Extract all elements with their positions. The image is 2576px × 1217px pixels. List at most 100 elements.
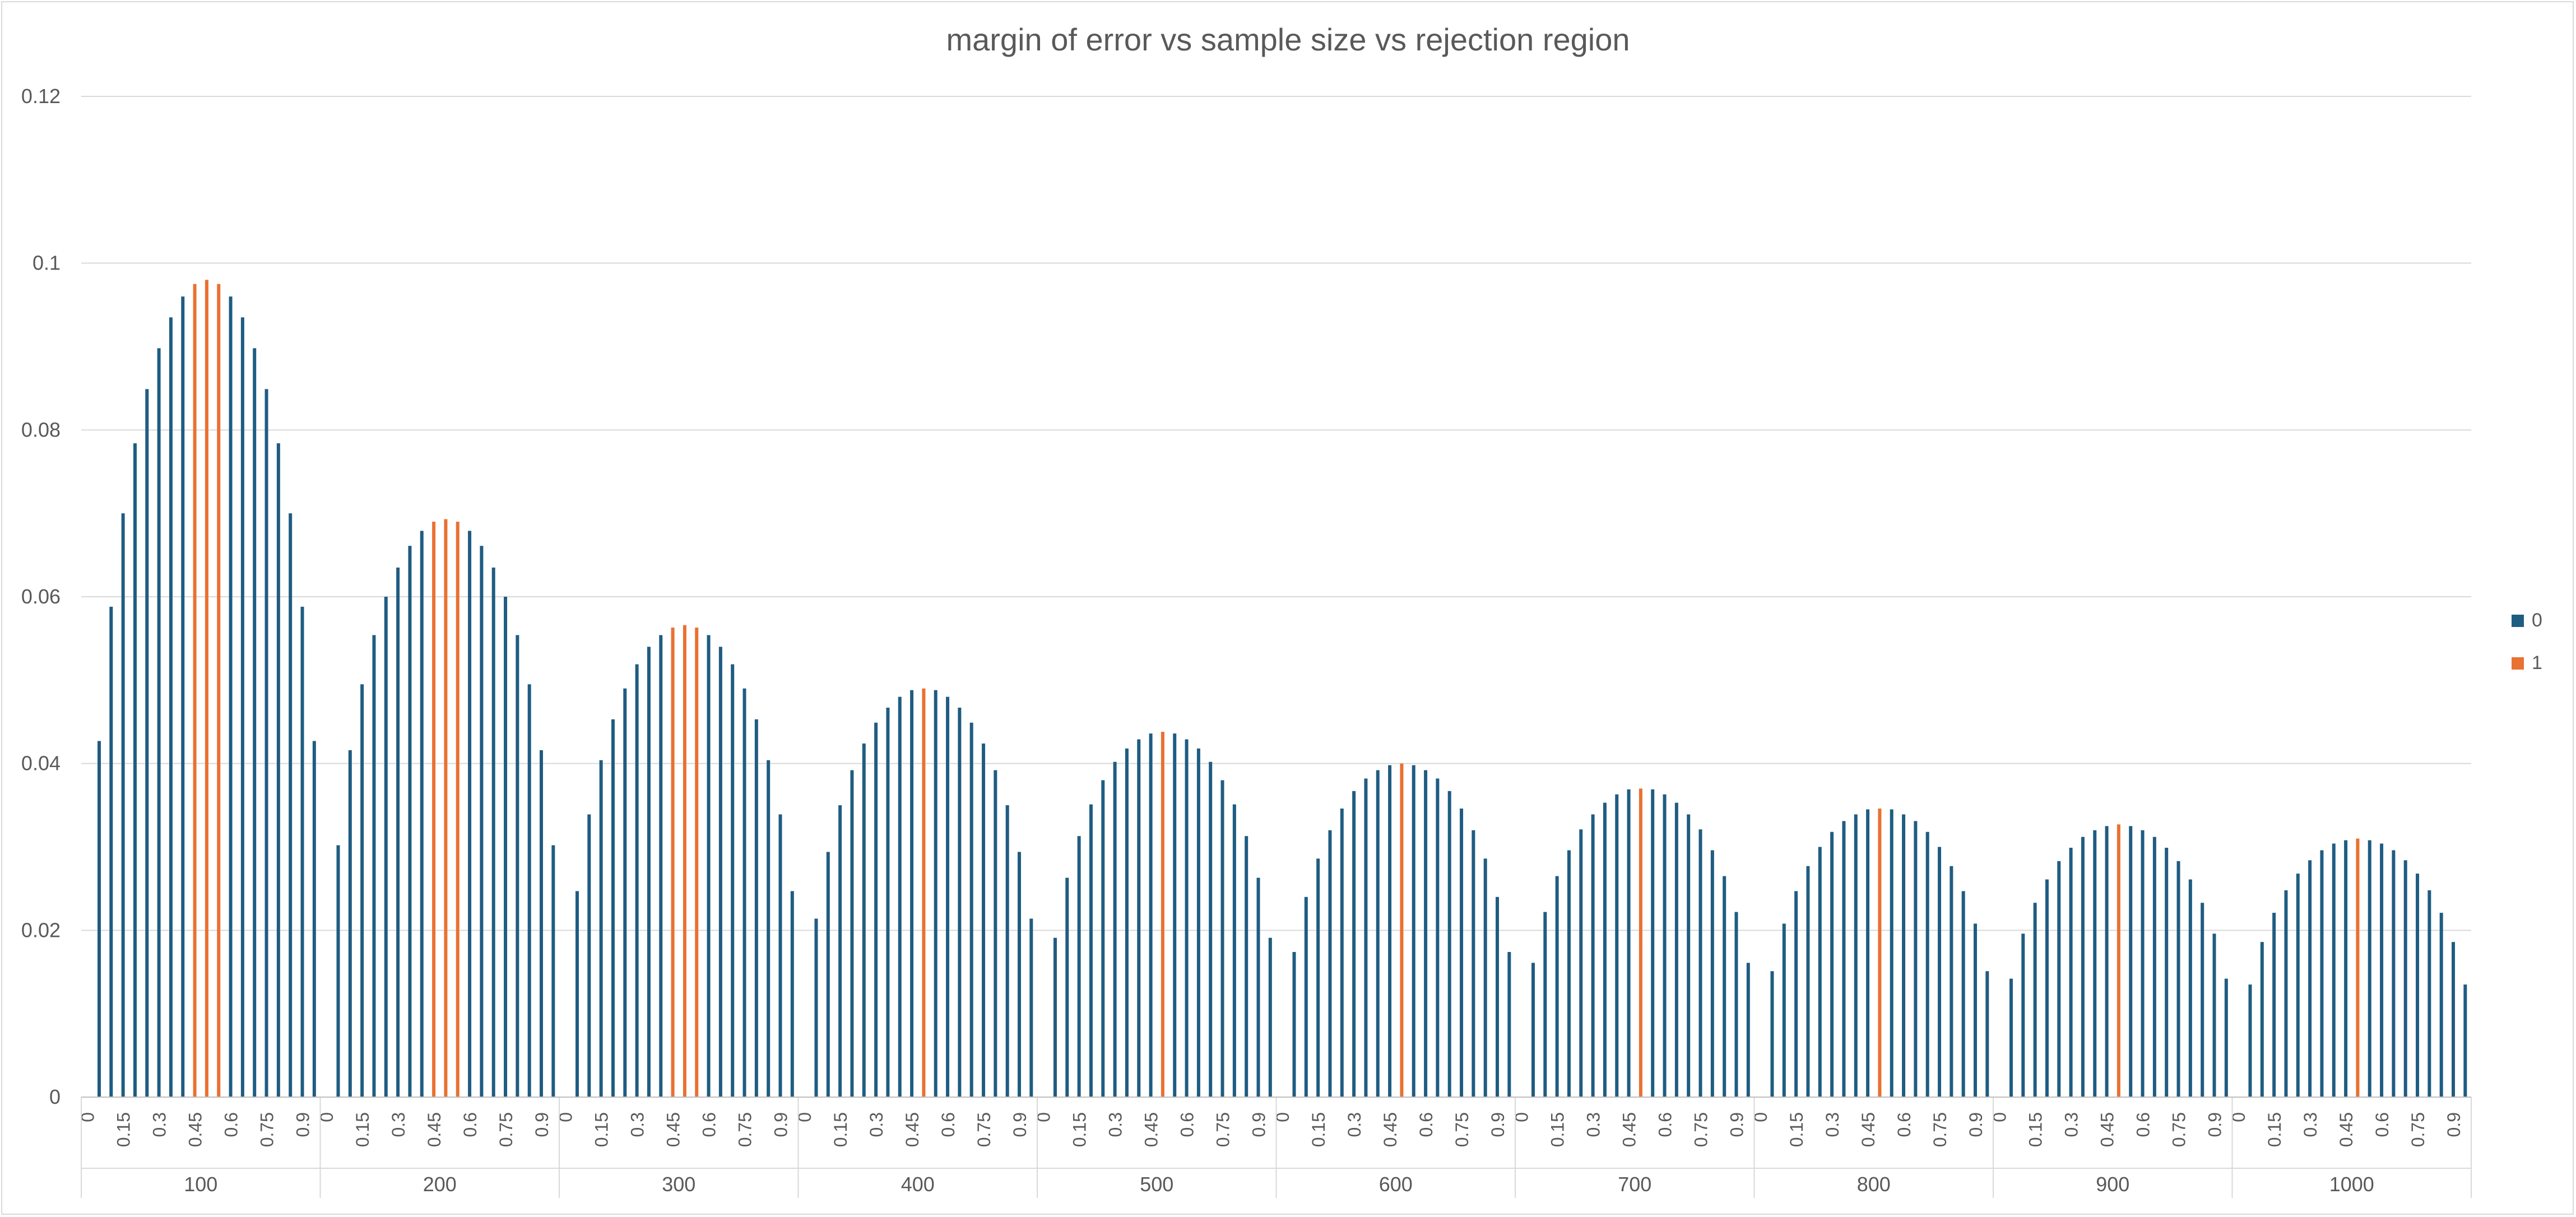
bar-400-0.7	[969, 722, 973, 1097]
x-tick-label-300-0.15: 0.15	[592, 1112, 612, 1147]
bar-600-0.45	[1388, 765, 1392, 1097]
bar-600-0.15	[1316, 858, 1320, 1097]
bar-600-0.9	[1496, 897, 1500, 1097]
bar-200-0.6	[468, 531, 472, 1097]
bar-1000-0.3	[2308, 860, 2312, 1097]
x-tick-label-600-0.3: 0.3	[1344, 1112, 1364, 1137]
x-tick-label-200-0.3: 0.3	[388, 1112, 409, 1137]
bar-400-0.6	[946, 696, 950, 1097]
bar-300-0.1	[587, 814, 591, 1097]
x-tick-label-400-0.6: 0.6	[938, 1112, 958, 1137]
bar-300-0.05	[575, 891, 579, 1097]
y-tick-label-5: 0.1	[33, 252, 61, 275]
bar-600-0.2	[1328, 830, 1332, 1097]
bar-400-0.15	[838, 805, 842, 1097]
x-tick-label-300-0.9: 0.9	[771, 1112, 791, 1137]
bar-600-0.25	[1340, 809, 1344, 1097]
bar-1000-0.7	[2403, 860, 2407, 1097]
x-tick-label-200-0.9: 0.9	[532, 1112, 552, 1137]
x-tick-label-700-0.3: 0.3	[1584, 1112, 1604, 1137]
bar-100-0.7	[253, 348, 257, 1097]
x-tick-label-100-0: 0	[78, 1112, 98, 1122]
bar-700-0.65	[1674, 802, 1678, 1097]
x-tick-label-400-0.3: 0.3	[866, 1112, 886, 1137]
bar-700-0.5	[1639, 788, 1642, 1097]
x-tick-label-800-0: 0	[1751, 1112, 1771, 1122]
y-tick-label-0: 0	[49, 1085, 61, 1108]
bar-700-0.3	[1591, 814, 1595, 1097]
bar-1000-0.65	[2392, 850, 2396, 1097]
x-tick-label-800-0.6: 0.6	[1894, 1112, 1914, 1137]
bar-700-0.25	[1579, 829, 1583, 1097]
x-tick-label-500-0.15: 0.15	[1070, 1112, 1090, 1147]
bar-300-0.8	[754, 719, 758, 1097]
bar-300-0.15	[599, 760, 603, 1097]
bar-100-0.4	[181, 296, 185, 1098]
x-tick-label-900-0.45: 0.45	[2097, 1112, 2118, 1147]
y-tick-label-6: 0.12	[21, 85, 61, 108]
bar-400-0.45	[910, 690, 914, 1097]
bar-1000-0.6	[2380, 843, 2384, 1097]
bar-400-0.9	[1018, 852, 1022, 1097]
x-tick-label-500-0.9: 0.9	[1249, 1112, 1269, 1137]
x-tick-label-1000-0.15: 0.15	[2264, 1112, 2285, 1147]
x-tick-label-700-0: 0	[1512, 1112, 1532, 1122]
bar-900-0.05	[2009, 978, 2013, 1097]
bar-800-0.65	[1914, 821, 1918, 1097]
x-tick-label-400-0.9: 0.9	[1010, 1112, 1030, 1137]
x-tick-label-1000-0: 0	[2229, 1112, 2249, 1122]
legend-swatch-1	[2512, 657, 2524, 670]
bar-300-0.25	[623, 688, 627, 1097]
bar-900-0.95	[2224, 978, 2228, 1097]
bar-800-0.4	[1854, 814, 1858, 1097]
x-tick-label-900-0.9: 0.9	[2205, 1112, 2225, 1137]
bar-300-0.4	[659, 635, 663, 1097]
x-tick-label-400-0: 0	[795, 1112, 815, 1122]
x-tick-label-300-0.75: 0.75	[735, 1112, 755, 1147]
x-tick-label-800-0.3: 0.3	[1822, 1112, 1842, 1137]
x-tick-label-900-0.6: 0.6	[2133, 1112, 2153, 1137]
bar-500-0.15	[1077, 836, 1081, 1097]
bar-500-0.75	[1220, 780, 1224, 1097]
bar-400-0.25	[862, 743, 866, 1097]
bar-200-0.05	[336, 845, 340, 1097]
bar-200-0.9	[540, 750, 544, 1097]
bar-100-0.8	[276, 443, 280, 1097]
bar-900-0.25	[2057, 861, 2061, 1097]
x-tick-label-100-0.3: 0.3	[150, 1112, 170, 1137]
y-tick-label-4: 0.08	[21, 418, 61, 441]
bar-300-0.2	[611, 719, 615, 1097]
bar-200-0.45	[432, 522, 436, 1097]
bar-600-0.35	[1364, 778, 1368, 1097]
bar-1000-0.9	[2452, 942, 2456, 1097]
bar-300-0.55	[695, 628, 699, 1097]
bar-300-0.5	[683, 625, 686, 1097]
bar-600-0.8	[1472, 830, 1475, 1097]
bar-600-0.4	[1376, 770, 1380, 1097]
bar-300-0.85	[767, 760, 771, 1097]
bar-600-0.5	[1400, 763, 1404, 1097]
bar-200-0.7	[491, 567, 495, 1097]
y-tick-label-1: 0.02	[21, 918, 61, 941]
bar-1000-0.25	[2296, 874, 2300, 1097]
bar-900-0.5	[2117, 824, 2120, 1097]
bar-400-0.55	[934, 690, 937, 1097]
bar-1000-0.75	[2416, 874, 2420, 1097]
bar-800-0.25	[1818, 847, 1822, 1097]
x-tick-label-900-0: 0	[1990, 1112, 2010, 1122]
legend-entry-0: 0	[2512, 610, 2542, 631]
bar-900-0.1	[2021, 933, 2025, 1097]
bar-500-0.1	[1065, 877, 1069, 1097]
bar-700-0.35	[1603, 802, 1607, 1097]
bar-700-0.1	[1543, 912, 1547, 1097]
bar-700-0.55	[1651, 789, 1655, 1097]
bar-200-0.1	[348, 750, 352, 1097]
bar-1000-0.15	[2272, 913, 2276, 1097]
x-tick-label-600-0.6: 0.6	[1416, 1112, 1436, 1137]
bar-800-0.1	[1782, 923, 1786, 1097]
bar-200-0.35	[408, 546, 412, 1097]
bar-100-0.95	[312, 741, 316, 1097]
bar-100-0.55	[217, 284, 221, 1097]
bar-300-0.45	[671, 628, 675, 1097]
